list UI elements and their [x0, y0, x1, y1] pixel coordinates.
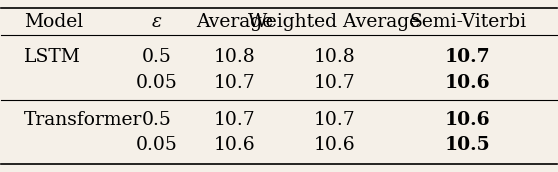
Text: 10.5: 10.5	[445, 136, 490, 154]
Text: 10.7: 10.7	[214, 111, 256, 129]
Text: 0.5: 0.5	[142, 111, 172, 129]
Text: 10.8: 10.8	[314, 48, 355, 66]
Text: Model: Model	[23, 13, 83, 31]
Text: Semi-Viterbi: Semi-Viterbi	[409, 13, 526, 31]
Text: 10.6: 10.6	[314, 136, 355, 154]
Text: Average: Average	[196, 13, 273, 31]
Text: 10.6: 10.6	[445, 74, 490, 92]
Text: 0.5: 0.5	[142, 48, 172, 66]
Text: 10.6: 10.6	[445, 111, 490, 129]
Text: 0.05: 0.05	[136, 136, 178, 154]
Text: 10.7: 10.7	[314, 111, 355, 129]
Text: ε: ε	[152, 13, 162, 31]
Text: 0.05: 0.05	[136, 74, 178, 92]
Text: 10.7: 10.7	[445, 48, 490, 66]
Text: 10.7: 10.7	[214, 74, 256, 92]
Text: 10.8: 10.8	[214, 48, 256, 66]
Text: LSTM: LSTM	[23, 48, 80, 66]
Text: Transformer: Transformer	[23, 111, 142, 129]
Text: 10.7: 10.7	[314, 74, 355, 92]
Text: 10.6: 10.6	[214, 136, 256, 154]
Text: Weighted Average: Weighted Average	[248, 13, 421, 31]
